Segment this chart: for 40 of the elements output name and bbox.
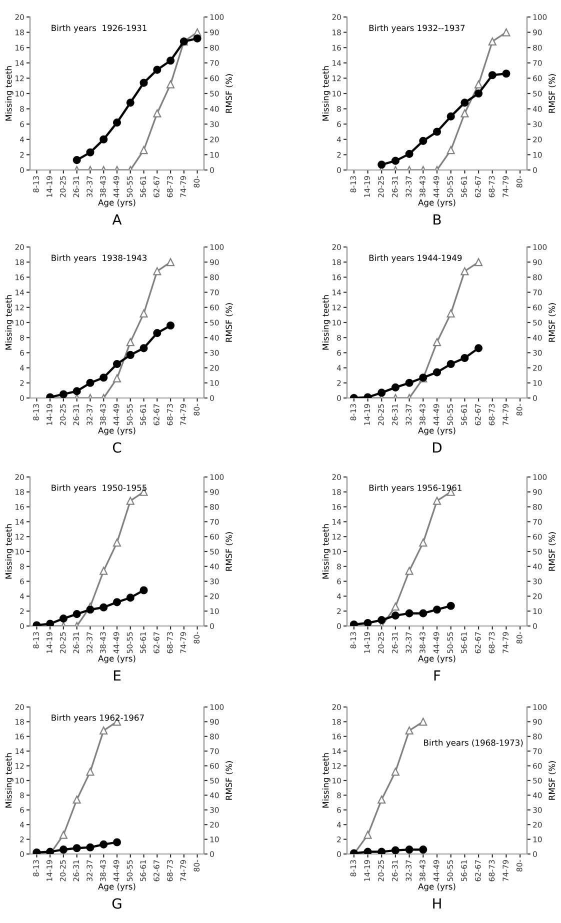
x-axis-title: Age (yrs): [418, 883, 456, 892]
y2-axis-title: RMSF (%): [548, 761, 556, 800]
y-axis-title: Missing teeth: [5, 66, 14, 121]
x-axis-title: Age (yrs): [98, 883, 136, 892]
text: G: [112, 898, 122, 909]
text: B: [434, 214, 441, 225]
y2-axis-title: RMSF (%): [548, 74, 556, 113]
y-axis-title: Missing teeth: [322, 753, 330, 808]
text: D: [433, 442, 442, 453]
x-axis-title: Age (yrs): [98, 655, 136, 664]
y-axis-title: Missing teeth: [322, 295, 330, 350]
x-axis-title: Age (yrs): [418, 655, 456, 664]
x-axis-title: Age (yrs): [418, 199, 456, 208]
y2-axis-title: RMSF (%): [548, 532, 556, 571]
y2-axis-title: RMSF (%): [226, 532, 233, 571]
y2-axis-title: RMSF (%): [226, 761, 233, 800]
annotation: Birth years 1932--1937: [369, 24, 465, 33]
annotation: Birth years 1950-1955: [52, 484, 146, 493]
annotation: Birth years (1968-1973): [424, 739, 523, 748]
text: F: [434, 670, 440, 681]
text: E: [114, 670, 120, 681]
annotation: Birth years 1938-1943: [52, 254, 147, 263]
annotation: Birth years 1944-1949: [369, 254, 462, 263]
y2-axis-title: RMSF (%): [226, 303, 233, 342]
text: A: [112, 214, 122, 225]
x-axis-title: Age (yrs): [418, 427, 456, 436]
y-axis-title: Missing teeth: [5, 753, 14, 808]
text: H: [433, 898, 441, 909]
y-axis-title: Missing teeth: [322, 66, 330, 121]
y-axis-title: Missing teeth: [322, 524, 330, 579]
annotation: Birth years 1956-1961: [369, 484, 462, 493]
y2-axis-title: RMSF (%): [548, 303, 556, 342]
x-axis-title: Age (yrs): [98, 427, 136, 436]
y2-axis-title: RMSF (%): [226, 74, 233, 113]
annotation: Birth years 1962-1967: [52, 714, 144, 722]
text: C: [112, 442, 122, 453]
x-axis-title: Age (yrs): [98, 199, 136, 208]
y-axis-title: Missing teeth: [5, 295, 14, 350]
y-axis-title: Missing teeth: [5, 524, 14, 579]
annotation: Birth years 1926-1931: [52, 24, 146, 33]
